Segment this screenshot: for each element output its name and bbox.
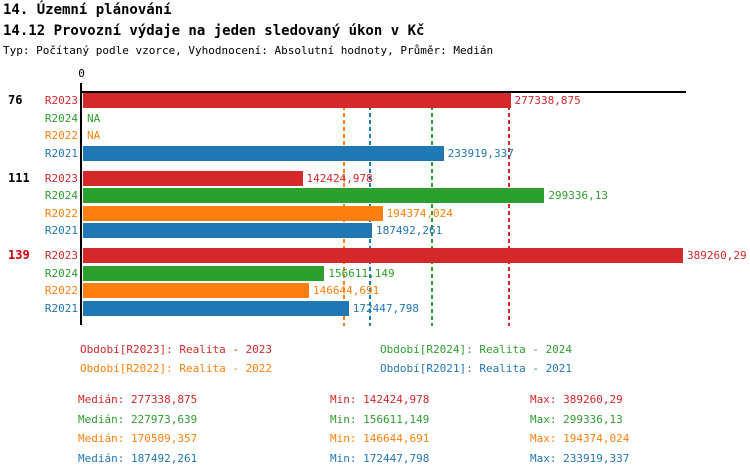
stat-min-R2021: Min: 172447,798 (330, 452, 430, 466)
stat-max-R2021: Max: 233919,337 (530, 452, 630, 466)
stat-median-R2022: Medián: 170509,357 (78, 432, 198, 446)
page-title: 14. Územní plánování (3, 2, 172, 18)
legend-item-R2023: Období[R2023]: Realita - 2023 (80, 343, 273, 356)
stat-min-R2022: Min: 146644,691 (330, 432, 430, 446)
bar-row-label: R2022 (44, 284, 78, 297)
legend-item-R2022: Období[R2022]: Realita - 2022 (80, 362, 273, 375)
bar-row-label: R2022 (44, 206, 78, 220)
bar-value-label: 299336,13 (548, 189, 608, 202)
group-label: 139 (8, 248, 30, 262)
bar-R2023 (83, 248, 683, 263)
bar-row-label: R2022 (44, 129, 78, 142)
bar-R2024 (83, 265, 325, 281)
legend-item-R2024: Období[R2024]: Realita - 2024 (380, 343, 573, 356)
bar-row-label: R2024 (44, 266, 78, 280)
stat-max-R2023: Max: 389260,29 (530, 393, 623, 406)
bar-row-label: R2023 (44, 249, 78, 262)
bar-R2022 (83, 283, 309, 298)
bar-chart: 0 76 R2023 277338,875 R2024 NA R2022 NA R2021 23… (8, 67, 747, 326)
bar-R2023 (83, 93, 511, 108)
bar-row-label: R2021 (44, 224, 78, 237)
stat-max-R2024: Max: 299336,13 (530, 412, 623, 426)
bar-value-label: 277338,875 (514, 94, 581, 107)
stat-max-R2022: Max: 194374,024 (530, 432, 630, 446)
stat-median-R2021: Medián: 187492,261 (78, 452, 198, 466)
bar-row-label: R2021 (44, 146, 78, 160)
bar-R2023 (83, 170, 303, 186)
axis-zero-label: 0 (78, 67, 85, 80)
bar-R2021 (83, 145, 444, 161)
bar-row-label: R2023 (44, 171, 78, 185)
bar-value-label: 233919,337 (447, 146, 514, 160)
stat-min-R2024: Min: 156611,149 (330, 412, 430, 426)
page-meta: Typ: Počítaný podle vzorce, Vyhodnocení:… (3, 44, 494, 57)
bar-na-label: NA (87, 111, 101, 125)
bar-R2022 (83, 205, 383, 221)
x-axis-top-line (81, 91, 686, 93)
bar-value-label: 194374,024 (386, 206, 453, 220)
bar-R2024 (83, 188, 545, 203)
stat-min-R2023: Min: 142424,978 (330, 393, 430, 406)
page-subtitle: 14.12 Provozní výdaje na jeden sledovaný… (3, 23, 425, 39)
stat-median-R2023: Medián: 277338,875 (78, 393, 198, 406)
bar-R2021 (83, 300, 349, 316)
bar-row-label: R2023 (44, 94, 78, 107)
bar-value-label: 156611,149 (328, 266, 395, 280)
bar-row-label: R2021 (44, 301, 78, 315)
bar-row-label: R2024 (44, 111, 78, 125)
legend-item-R2021: Období[R2021]: Realita - 2021 (380, 362, 573, 375)
group-label: 111 (8, 170, 30, 185)
median-line-R2024 (431, 92, 434, 326)
bar-value-label: 142424,978 (306, 171, 373, 185)
bar-R2021 (83, 223, 372, 238)
median-line-R2023 (507, 92, 510, 326)
y-axis-line (80, 83, 82, 325)
bar-value-label: 146644,691 (313, 284, 380, 297)
bar-value-label: 389260,29 (687, 249, 747, 262)
group-label: 76 (8, 93, 23, 107)
bar-row-label: R2024 (44, 189, 78, 202)
stat-median-R2024: Medián: 227973,639 (78, 412, 198, 426)
bar-na-label: NA (87, 129, 101, 142)
bar-value-label: 187492,261 (376, 224, 443, 237)
bar-value-label: 172447,798 (352, 301, 420, 315)
